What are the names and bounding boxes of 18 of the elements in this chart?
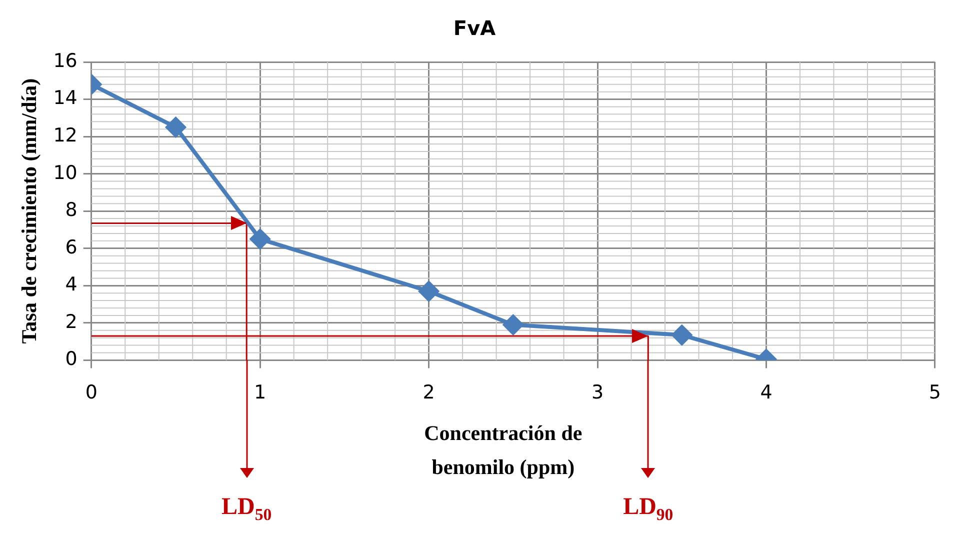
x-tick-label: 4 — [760, 382, 772, 404]
x-tick-label: 0 — [85, 382, 98, 404]
y-tick-label: 8 — [65, 199, 78, 222]
x-axis-title: Concentración de benomilo (ppm) — [424, 421, 582, 480]
x-tick-label: 5 — [928, 382, 942, 404]
y-tick-label: 4 — [65, 274, 78, 296]
y-tick-label: 10 — [53, 162, 78, 184]
y-tick-label: 6 — [65, 236, 78, 258]
x-tick-label: 3 — [591, 382, 604, 404]
y-tick-label: 12 — [53, 124, 78, 146]
y-tick-label: 2 — [65, 310, 78, 333]
x-tick-label: 2 — [422, 382, 435, 404]
y-tick-label: 16 — [53, 50, 78, 72]
y-tick-label: 14 — [53, 87, 78, 110]
x-tick-label: 1 — [254, 382, 266, 404]
y-axis-title: Tasa de crecimiento (mm/día) — [17, 78, 42, 344]
chart-title: FvA — [453, 16, 496, 40]
y-tick-label: 0 — [65, 348, 78, 370]
